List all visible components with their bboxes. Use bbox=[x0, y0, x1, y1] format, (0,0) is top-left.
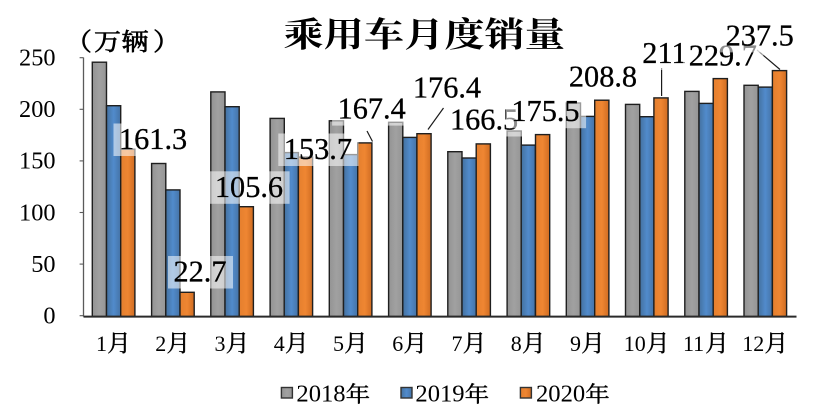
svg-text:2019: 2019 bbox=[415, 381, 464, 408]
svg-text:22.7: 22.7 bbox=[174, 255, 227, 289]
svg-text:2020: 2020 bbox=[536, 381, 585, 408]
svg-text:50: 50 bbox=[31, 251, 55, 278]
svg-text:200: 200 bbox=[19, 96, 55, 123]
svg-text:10: 10 bbox=[624, 331, 646, 356]
svg-text:2: 2 bbox=[155, 331, 166, 356]
svg-text:211: 211 bbox=[642, 36, 686, 70]
svg-text:0: 0 bbox=[43, 303, 55, 330]
svg-text:176.4: 176.4 bbox=[413, 71, 481, 105]
svg-text:150: 150 bbox=[19, 148, 55, 175]
svg-text:167.4: 167.4 bbox=[338, 92, 406, 126]
svg-text:175.5: 175.5 bbox=[511, 94, 579, 128]
svg-text:9: 9 bbox=[570, 331, 581, 356]
svg-text:7: 7 bbox=[452, 331, 463, 356]
svg-text:2018: 2018 bbox=[296, 381, 345, 408]
svg-text:5: 5 bbox=[333, 331, 344, 356]
svg-text:11: 11 bbox=[683, 331, 704, 356]
svg-text:4: 4 bbox=[274, 331, 285, 356]
svg-text:8: 8 bbox=[511, 331, 522, 356]
svg-text:153.7: 153.7 bbox=[284, 132, 352, 166]
svg-text:161.3: 161.3 bbox=[119, 122, 187, 156]
svg-text:237.5: 237.5 bbox=[726, 18, 794, 52]
svg-text:3: 3 bbox=[215, 331, 226, 356]
svg-text:6: 6 bbox=[392, 331, 403, 356]
svg-text:1: 1 bbox=[96, 331, 107, 356]
svg-text:12: 12 bbox=[742, 331, 764, 356]
svg-text:250: 250 bbox=[19, 45, 55, 72]
svg-text:100: 100 bbox=[19, 199, 55, 226]
svg-text:208.8: 208.8 bbox=[569, 60, 637, 94]
svg-text:105.6: 105.6 bbox=[215, 170, 283, 204]
